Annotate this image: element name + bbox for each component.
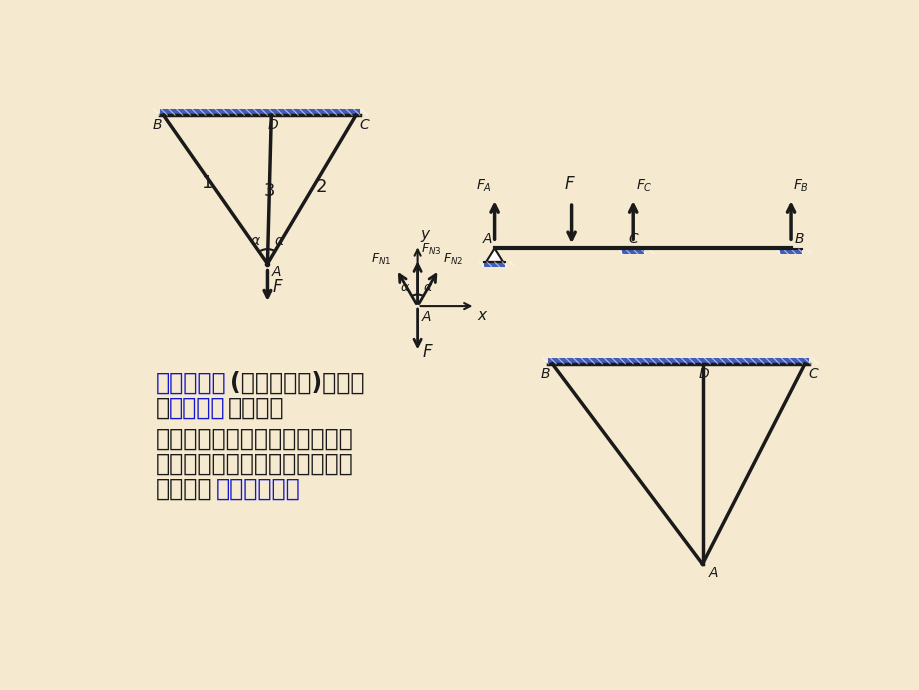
- Bar: [483, 262, 505, 266]
- Text: 不能求解: 不能求解: [228, 395, 284, 420]
- Text: (静不定结构)：静力: (静不定结构)：静力: [230, 371, 364, 395]
- Text: C: C: [358, 118, 369, 132]
- Text: 3: 3: [263, 181, 275, 199]
- Text: $F_B$: $F_B$: [792, 178, 809, 195]
- Text: $\alpha$: $\alpha$: [249, 235, 260, 248]
- Text: C: C: [807, 367, 817, 381]
- Text: $\alpha$: $\alpha$: [423, 281, 433, 294]
- Text: B: B: [793, 232, 803, 246]
- Text: x: x: [477, 308, 486, 324]
- Text: 超静定的次数: 超静定的次数: [216, 476, 301, 500]
- Text: $\alpha$: $\alpha$: [274, 235, 285, 248]
- Text: A: A: [482, 232, 492, 246]
- Text: D: D: [267, 118, 278, 132]
- Bar: [548, 357, 808, 364]
- Text: $F_{N2}$: $F_{N2}$: [443, 252, 463, 267]
- Text: A: A: [708, 566, 718, 580]
- Text: $F_C$: $F_C$: [635, 178, 652, 195]
- Text: 超静定结构: 超静定结构: [155, 371, 226, 395]
- Text: y: y: [419, 227, 428, 242]
- Text: B: B: [540, 367, 550, 381]
- Text: 超静定结构的未知力的数目多于: 超静定结构的未知力的数目多于: [155, 427, 353, 451]
- Text: 平衡方程: 平衡方程: [169, 395, 225, 420]
- Text: 独立的平衡方程的数目；两者的: 独立的平衡方程的数目；两者的: [155, 452, 353, 475]
- Text: $F_{N1}$: $F_{N1}$: [371, 252, 391, 267]
- Text: 2: 2: [315, 178, 327, 196]
- Text: 差值称为: 差值称为: [155, 476, 212, 500]
- Text: 学: 学: [155, 395, 170, 420]
- Text: 1: 1: [202, 174, 213, 192]
- Text: C: C: [628, 232, 638, 246]
- Text: $\alpha$: $\alpha$: [400, 281, 410, 294]
- Text: D: D: [698, 367, 709, 381]
- Text: F: F: [422, 344, 431, 362]
- Text: $F_A$: $F_A$: [476, 178, 492, 195]
- Bar: [779, 249, 801, 254]
- Text: F: F: [273, 278, 282, 296]
- Bar: [160, 109, 359, 115]
- Text: A: A: [421, 310, 430, 324]
- Text: F: F: [564, 175, 573, 193]
- Bar: [622, 249, 643, 254]
- Text: $F_{N3}$: $F_{N3}$: [420, 241, 441, 257]
- Text: B: B: [153, 118, 162, 132]
- Text: A: A: [272, 265, 281, 279]
- Polygon shape: [485, 248, 503, 262]
